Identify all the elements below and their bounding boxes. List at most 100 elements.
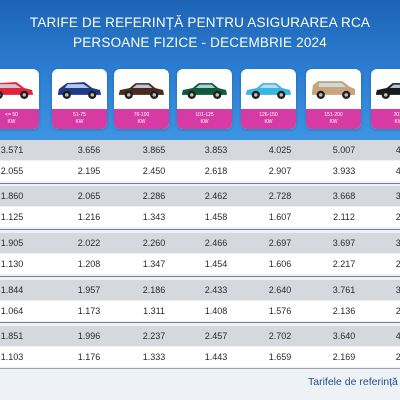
power-range-label: 51-75 [73,112,86,118]
tariff-cell: 3.571 [0,145,24,155]
power-card: 201-KW [371,69,400,129]
power-unit-label: KW [75,119,84,125]
tariff-cell: 3.5 [395,285,400,295]
power-range-label: 151-200 [324,112,343,118]
tariff-cell: 1.996 [77,331,101,341]
footer-divider [0,368,400,369]
tariff-cell: 2.907 [268,166,292,176]
power-card: 151-200 KW [306,69,361,129]
power-card: 76-100 KW [114,69,169,129]
tariff-cell: 2.640 [268,285,292,295]
group-divider [0,276,400,277]
tariff-cell: 1.125 [0,212,24,222]
power-band: 101-125 KW [177,109,232,129]
tariff-cell: 2.1 [395,212,400,222]
power-unit-label: KW [200,119,209,125]
tariff-cell: 2.217 [332,259,356,269]
table-row: 1.103 1.176 1.333 1.443 1.659 2.169 2.1 [0,347,400,367]
tariff-cell: 2.1 [395,352,400,362]
table-row: 1.905 2.022 2.260 2.466 2.697 3.697 3.7 [0,233,400,253]
tariff-cell: 2.136 [332,306,356,316]
tariff-cell: 1.408 [204,306,228,316]
tariff-cell: 2.186 [142,285,166,295]
tariff-cell: 1.176 [77,352,101,362]
tariff-cell: 3.640 [332,331,356,341]
tariff-cell: 4.1 [395,331,400,341]
tariff-cell: 1.659 [268,352,292,362]
tariff-cell: 1.347 [142,259,166,269]
power-band: 51-75 KW [52,109,107,129]
table-row: 1.860 2.065 2.286 2.462 2.728 3.668 3.9 [0,186,400,206]
tariff-cell: 1.064 [0,306,24,316]
power-unit-label: KW [7,119,16,125]
title-line-1: TARIFE DE REFERINȚĂ PENTRU ASIGURAREA RC… [29,15,371,30]
tariff-cell: 5.007 [332,145,356,155]
tariff-cell: 1.606 [268,259,292,269]
tariff-cell: 1.860 [0,191,24,201]
tariff-cell: 2.112 [333,212,355,222]
table-row: 1.125 1.216 1.343 1.458 1.607 2.112 2.1 [0,207,400,227]
tariff-cell: 3.668 [332,191,356,201]
tariff-cell: 2.237 [142,331,166,341]
tariff-cell: 1.311 [143,306,165,316]
title-line-2: PERSOANE FIZICE - DECEMBRIE 2024 [73,35,327,50]
tariff-cell: 1.208 [77,259,101,269]
power-range-label: <= 50 [5,112,18,118]
power-band: 201-KW [371,109,400,129]
power-band: 126-150 KW [241,109,296,129]
power-band: 151-200 KW [306,109,361,129]
tariff-cell: 2.450 [142,166,166,176]
tariff-cell: 2.702 [268,331,292,341]
tariff-cell: 2.433 [204,285,228,295]
tariff-cell: 2.466 [204,238,228,248]
power-range-label: 101-125 [195,112,214,118]
power-card: 126-150 KW [241,69,296,129]
power-card: 101-125 KW [177,69,232,129]
group-divider [0,229,400,230]
tariff-cell: 4.025 [268,145,292,155]
table-row: 1.844 1.957 2.186 2.433 2.640 3.761 3.5 [0,280,400,300]
tariff-cell: 1.957 [77,285,101,295]
tariff-cell: 2.1 [395,259,400,269]
power-unit-label: KW [394,119,400,125]
tariff-cell: 2.195 [77,166,101,176]
tariff-cell: 3.865 [142,145,166,155]
tariff-cell: 2.457 [204,331,228,341]
tariff-cell: 1.443 [204,352,228,362]
tariff-cell: 3.697 [332,238,356,248]
power-unit-label: KW [264,119,273,125]
tariff-cell: 2.169 [332,352,356,362]
tariff-cell: 1.851 [0,331,24,341]
tariff-cell: 2.065 [77,191,101,201]
tariff-cell: 3.761 [332,285,356,295]
tariff-cell: 1.844 [0,285,24,295]
tariff-cell: 1.454 [204,259,228,269]
tariff-cell: 1.607 [268,212,292,222]
tariff-cell: 2.618 [204,166,228,176]
table-row: 2.055 2.195 2.450 2.618 2.907 3.933 4.1 [0,161,400,181]
power-range-label: 126-150 [259,112,278,118]
tariff-cell: 2.286 [142,191,166,201]
tariff-cell: 1.173 [77,306,101,316]
tariff-cell: 2.728 [268,191,292,201]
tariff-cell: 3.7 [395,238,400,248]
footer-note: Tarifele de referință [308,376,398,388]
tariff-cell: 3.853 [204,145,228,155]
power-range-label: 201- [393,112,400,118]
tariff-cell: 2.022 [77,238,101,248]
header-banner: TARIFE DE REFERINȚĂ PENTRU ASIGURAREA RC… [0,0,400,140]
power-unit-label: KW [137,119,146,125]
tariff-cell: 3.933 [332,166,356,176]
table-row: 3.571 3.656 3.865 3.853 4.025 5.007 4.9 [0,140,400,160]
group-divider [0,322,400,323]
table-row: 1.851 1.996 2.237 2.457 2.702 3.640 4.1 [0,326,400,346]
tariff-cell: 1.130 [0,259,24,269]
tariff-cell: 4.1 [395,166,400,176]
tariff-cell: 4.9 [395,145,400,155]
tariff-cell: 1.333 [142,352,166,362]
power-card: <= 50 KW [0,69,39,129]
group-divider [0,183,400,184]
tariff-cell: 1.103 [0,352,24,362]
tariff-cell: 1.216 [77,212,101,222]
power-unit-label: KW [329,119,338,125]
